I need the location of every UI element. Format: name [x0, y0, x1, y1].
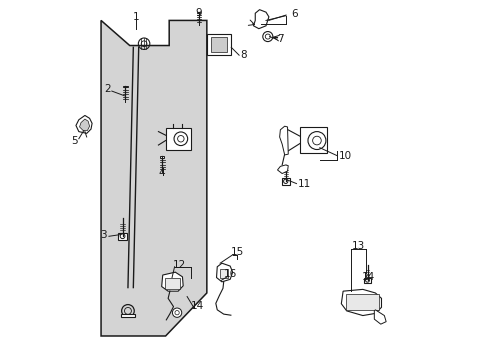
Text: 12: 12 — [172, 260, 185, 270]
Bar — [363, 278, 370, 283]
Bar — [220, 269, 227, 278]
Text: 16: 16 — [223, 269, 236, 279]
Polygon shape — [80, 119, 89, 131]
Text: 14: 14 — [191, 301, 204, 311]
Polygon shape — [253, 10, 268, 29]
Text: 1: 1 — [132, 12, 139, 22]
Bar — [165, 278, 179, 289]
Polygon shape — [341, 289, 381, 316]
Polygon shape — [162, 272, 183, 291]
Polygon shape — [76, 116, 92, 134]
Text: 5: 5 — [71, 136, 77, 145]
Polygon shape — [279, 126, 287, 155]
Bar — [165, 128, 190, 149]
Polygon shape — [216, 263, 232, 282]
Bar — [211, 37, 226, 52]
Bar — [123, 86, 127, 87]
Bar — [345, 294, 378, 310]
Text: 6: 6 — [291, 9, 297, 19]
Polygon shape — [277, 165, 287, 174]
Bar — [300, 127, 326, 153]
Text: 2: 2 — [104, 84, 111, 94]
Circle shape — [172, 308, 182, 318]
Bar — [206, 35, 231, 55]
Text: 14: 14 — [361, 272, 374, 282]
Text: 7: 7 — [277, 35, 283, 44]
Bar — [121, 314, 135, 317]
Bar — [118, 233, 127, 240]
Text: 8: 8 — [240, 50, 246, 60]
Polygon shape — [101, 21, 206, 336]
Bar — [281, 178, 289, 185]
Text: 3: 3 — [101, 230, 107, 240]
Polygon shape — [373, 310, 386, 324]
Circle shape — [307, 132, 325, 149]
Text: 15: 15 — [230, 247, 244, 257]
Text: 11: 11 — [297, 179, 310, 189]
Text: 4: 4 — [159, 168, 165, 178]
Bar — [196, 12, 200, 13]
Bar — [160, 156, 164, 158]
Text: 13: 13 — [351, 241, 365, 251]
Circle shape — [262, 32, 272, 41]
Text: 9: 9 — [195, 8, 202, 18]
Text: 10: 10 — [338, 150, 351, 161]
